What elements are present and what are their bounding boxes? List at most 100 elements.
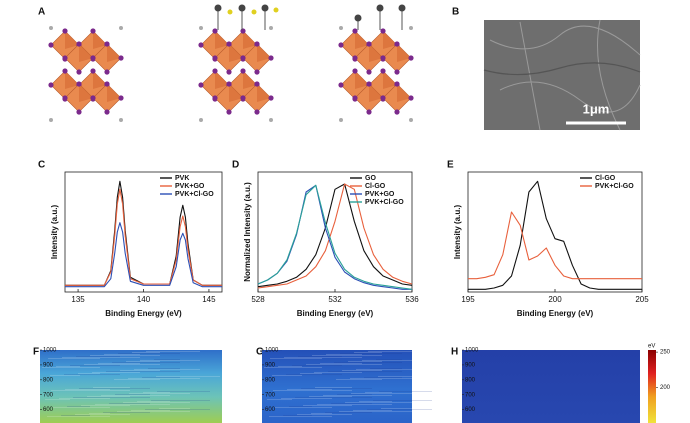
panel-label: C (38, 160, 45, 171)
heatmap-texture (118, 353, 180, 354)
heatmap-texture (131, 410, 170, 411)
heatmap-texture (159, 408, 190, 409)
x-tick-label: 532 (328, 295, 342, 304)
heatmap-texture (379, 391, 432, 392)
series-line (468, 211, 642, 280)
y-tick-label: 1000 (265, 348, 279, 354)
heatmap-texture (157, 391, 210, 392)
heatmap-texture (269, 416, 332, 417)
y-axis-label: Intensity (a.u.) (453, 205, 462, 260)
heatmap-texture (104, 354, 140, 355)
heatmap-texture (326, 354, 362, 355)
panel-label: G (256, 347, 264, 358)
heatmap-texture (317, 404, 392, 405)
heatmap-texture (78, 373, 100, 374)
heatmap-texture (89, 413, 110, 414)
heatmap-texture (76, 356, 120, 357)
heatmap (462, 350, 640, 423)
heatmap (40, 350, 222, 423)
heatmap-texture (59, 398, 110, 399)
heatmap-texture (61, 415, 90, 416)
heatmap-texture (156, 376, 220, 377)
heatmap-texture (73, 397, 150, 398)
x-tick-label: 145 (202, 295, 216, 304)
heatmap-texture (340, 353, 402, 354)
heatmap-texture (126, 361, 160, 362)
heatmap-texture (331, 403, 372, 404)
heatmap-texture (278, 366, 302, 367)
series-line (257, 183, 413, 289)
heatmap-texture (328, 371, 402, 372)
legend-label: GO (365, 175, 376, 182)
heatmap-texture (287, 389, 332, 390)
heatmap-texture (353, 410, 392, 411)
heatmap-texture (320, 363, 362, 364)
heatmap-texture (101, 395, 170, 396)
heatmap-texture (87, 396, 130, 397)
heatmap (262, 350, 412, 423)
heatmap-texture (292, 365, 342, 366)
heatmap-texture (84, 364, 160, 365)
heatmap-texture (103, 412, 150, 413)
y-tick-label: 800 (43, 377, 54, 383)
heatmap-texture (65, 389, 110, 390)
heatmap-texture (273, 390, 352, 391)
heatmap-texture (132, 352, 160, 353)
y-tick-label: 1000 (43, 348, 57, 354)
heatmap-texture (117, 411, 190, 412)
y-axis-label: Intensity (a.u.) (50, 205, 59, 260)
heatmap-texture (67, 406, 90, 407)
heatmap-texture (264, 367, 322, 368)
panel-a-image (48, 4, 413, 123)
x-tick-label: 205 (635, 295, 649, 304)
heatmap-texture (281, 398, 332, 399)
heatmap-texture (129, 393, 190, 394)
heatmap-texture (75, 414, 130, 415)
heatmap-texture (356, 369, 422, 370)
heatmap-texture (300, 373, 322, 374)
x-axis-label: Binding Energy (eV) (105, 309, 182, 318)
y-tick-label: 800 (465, 377, 476, 383)
heatmap-texture (359, 401, 392, 402)
heatmap-texture (368, 351, 422, 352)
y-tick-label: 900 (465, 362, 476, 368)
heatmap-texture (56, 366, 80, 367)
heatmap-texture (303, 405, 352, 406)
heatmap-texture (62, 357, 140, 358)
heatmap-texture (79, 388, 150, 389)
colorbar (648, 350, 656, 423)
series-line (65, 188, 222, 286)
heatmap-texture (148, 368, 180, 369)
heatmap-texture (92, 372, 140, 373)
series-line (468, 180, 642, 290)
heatmap-texture (370, 368, 402, 369)
heatmap-texture (128, 378, 200, 379)
legend-label: Cl-GO (595, 175, 616, 182)
heatmap-texture (114, 379, 160, 380)
heatmap-texture (42, 367, 100, 368)
heatmap-texture (145, 409, 210, 410)
heatmap-texture (376, 359, 402, 360)
heatmap-texture (295, 397, 372, 398)
heatmap-texture (336, 379, 382, 380)
heatmap-texture (48, 358, 100, 359)
heatmap-texture (311, 413, 332, 414)
panel-label: A (38, 7, 45, 18)
legend-label: PVK+Cl-GO (595, 183, 634, 190)
heatmap-texture (286, 374, 342, 375)
heatmap-texture (272, 375, 302, 376)
y-tick-label: 700 (465, 392, 476, 398)
heatmap-texture (98, 363, 140, 364)
heatmap-texture (137, 401, 170, 402)
x-tick-label: 536 (405, 295, 419, 304)
heatmap-texture (283, 415, 312, 416)
panel-label: D (232, 160, 239, 171)
heatmap-texture (154, 359, 180, 360)
heatmap-texture (297, 414, 352, 415)
legend-label: PVK+GO (365, 191, 395, 198)
x-axis-label: Binding Energy (eV) (297, 309, 374, 318)
heatmap-texture (112, 362, 180, 363)
heatmap-texture (95, 404, 170, 405)
legend-label: PVK (175, 175, 189, 182)
